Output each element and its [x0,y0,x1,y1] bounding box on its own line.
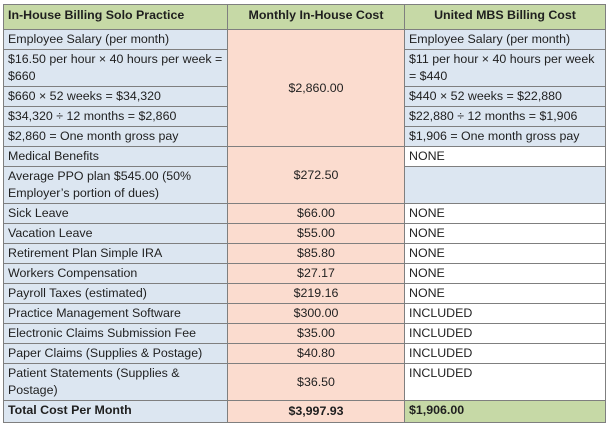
row-cost: $219.16 [227,283,405,304]
row-label: Patient Statements (Supplies & Postage) [3,363,228,401]
salary-mbs-line: $1,906 = One month gross pay [404,126,606,147]
salary-mbs-line: $440 × 52 weeks = $22,880 [404,86,606,107]
table-row: Retirement Plan Simple IRA $85.80 NONE [3,243,606,264]
row-mbs: INCLUDED [404,343,606,364]
cost-comparison-table: In-House Billing Solo Practice Monthly I… [3,4,606,423]
row-mbs: INCLUDED [404,303,606,324]
table-row: Medical Benefits $272.50 NONE [3,146,606,204]
table-row: Sick Leave $66.00 NONE [3,203,606,224]
salary-inhouse-line: $16.50 per hour × 40 hours per week = $6… [3,49,228,87]
row-label: Practice Management Software [3,303,228,324]
salary-cost: $2,860.00 [227,29,405,147]
table-row: Employee Salary (per month) $2,860.00 Em… [3,29,606,147]
row-mbs: INCLUDED [404,363,606,401]
row-cost: $27.17 [227,263,405,284]
row-mbs: NONE [404,283,606,304]
row-mbs: NONE [404,203,606,224]
header-row: In-House Billing Solo Practice Monthly I… [3,4,606,30]
medical-mbs-blank [404,166,606,204]
row-cost: $55.00 [227,223,405,244]
row-cost: $35.00 [227,323,405,344]
table-row: Electronic Claims Submission Fee $35.00 IN… [3,323,606,344]
row-label: Sick Leave [3,203,228,224]
row-label: Payroll Taxes (estimated) [3,283,228,304]
salary-mbs-line: $11 per hour × 40 hours per week = $440 [404,49,606,87]
cost-comparison-table-wrap: In-House Billing Solo Practice Monthly I… [3,4,606,423]
salary-inhouse-line: $2,860 = One month gross pay [3,126,228,147]
medical-label: Medical Benefits [3,146,228,167]
row-mbs: INCLUDED [404,323,606,344]
table-row: Payroll Taxes (estimated) $219.16 NONE [3,283,606,304]
row-cost: $36.50 [227,363,405,401]
table-row: Practice Management Software $300.00 INCLU… [3,303,606,324]
row-label: Workers Compensation [3,263,228,284]
table-row: $2,860 = One month gross pay $1,906 = On… [3,126,606,147]
salary-inhouse-line: $34,320 ÷ 12 months = $2,860 [3,106,228,127]
salary-inhouse-line: Employee Salary (per month) [3,29,228,50]
row-mbs: NONE [404,243,606,264]
table-row: $16.50 per hour × 40 hours per week = $6… [3,49,606,87]
row-mbs: NONE [404,263,606,284]
medical-cost: $272.50 [227,146,405,204]
medical-mbs: NONE [404,146,606,167]
row-cost: $300.00 [227,303,405,324]
row-label: Retirement Plan Simple IRA [3,243,228,264]
header-inhouse: In-House Billing Solo Practice [3,4,228,30]
row-cost: $66.00 [227,203,405,224]
table-row: $34,320 ÷ 12 months = $2,860 $22,880 ÷ 1… [3,106,606,127]
salary-mbs-line: $22,880 ÷ 12 months = $1,906 [404,106,606,127]
total-mbs: $1,906.00 [404,400,606,423]
table-row: Vacation Leave $55.00 NONE [3,223,606,244]
row-label: Paper Claims (Supplies & Postage) [3,343,228,364]
table-row: Workers Compensation $27.17 NONE [3,263,606,284]
total-inhouse: $3,997.93 [227,400,405,423]
salary-inhouse-line: $660 × 52 weeks = $34,320 [3,86,228,107]
salary-mbs-line: Employee Salary (per month) [404,29,606,50]
header-mbs-cost: United MBS Billing Cost [404,4,606,30]
total-row: Total Cost Per Month $3,997.93 $1,906.00 [3,400,606,423]
table-row: Paper Claims (Supplies & Postage) $40.80 I… [3,343,606,364]
total-label: Total Cost Per Month [3,400,228,423]
row-label: Electronic Claims Submission Fee [3,323,228,344]
table-row: Patient Statements (Supplies & Postage) $… [3,363,606,401]
row-cost: $85.80 [227,243,405,264]
table-row: Average PPO plan $545.00 (50% Employer’s… [3,166,606,204]
row-cost: $40.80 [227,343,405,364]
medical-detail: Average PPO plan $545.00 (50% Employer’s… [3,166,228,204]
row-mbs: NONE [404,223,606,244]
header-monthly-cost: Monthly In-House Cost [227,4,405,30]
row-label: Vacation Leave [3,223,228,244]
